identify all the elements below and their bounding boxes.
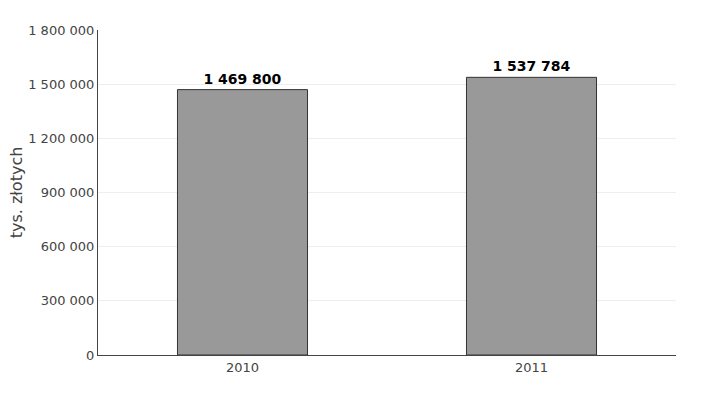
svg-text:1 469 800: 1 469 800 bbox=[203, 71, 281, 87]
svg-text:tys. złotych: tys. złotych bbox=[7, 147, 26, 239]
svg-text:1 200 000: 1 200 000 bbox=[28, 131, 94, 146]
svg-text:600 000: 600 000 bbox=[41, 239, 95, 254]
svg-text:300 000: 300 000 bbox=[41, 293, 95, 308]
svg-text:1 800 000: 1 800 000 bbox=[28, 23, 94, 38]
svg-text:0: 0 bbox=[86, 348, 94, 363]
svg-text:1 500 000: 1 500 000 bbox=[28, 77, 94, 92]
svg-text:2011: 2011 bbox=[515, 360, 548, 375]
svg-text:900 000: 900 000 bbox=[41, 185, 95, 200]
svg-text:1 537 784: 1 537 784 bbox=[492, 58, 570, 74]
svg-text:2010: 2010 bbox=[226, 360, 259, 375]
